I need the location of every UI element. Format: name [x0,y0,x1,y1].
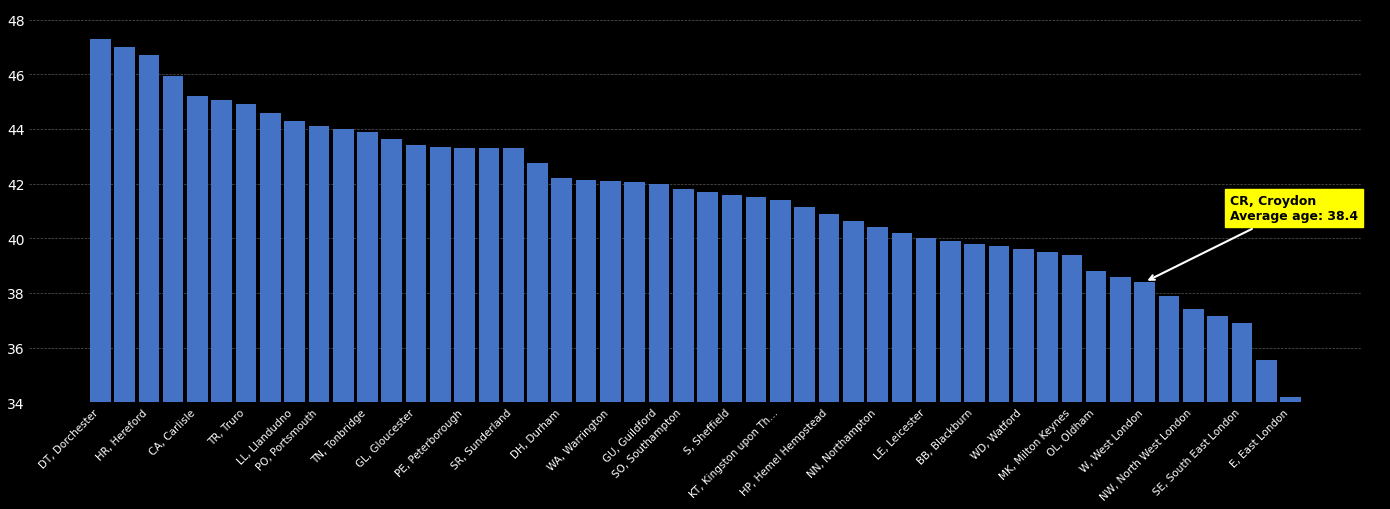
Bar [236,105,256,403]
Bar [1111,277,1131,403]
Bar [527,164,548,403]
Bar [285,122,304,403]
Bar [503,149,524,403]
Bar [211,101,232,403]
Text: CR, Croydon
Average age: 38.4: CR, Croydon Average age: 38.4 [1150,195,1358,280]
Bar [867,228,888,403]
Bar [332,130,353,403]
Bar [1086,271,1106,403]
Bar [1208,317,1227,403]
Bar [552,179,573,403]
Bar [721,195,742,403]
Bar [163,76,183,403]
Bar [1280,397,1301,403]
Bar [916,239,937,403]
Bar [478,149,499,403]
Bar [673,190,694,403]
Bar [188,97,207,403]
Bar [842,221,863,403]
Bar [1257,360,1276,403]
Bar [575,180,596,403]
Bar [1134,282,1155,403]
Bar [455,149,475,403]
Bar [309,127,329,403]
Bar [90,40,111,403]
Bar [1183,309,1204,403]
Bar [649,184,669,403]
Bar [624,183,645,403]
Bar [1013,250,1034,403]
Bar [965,244,986,403]
Bar [139,56,160,403]
Bar [406,146,427,403]
Bar [430,148,450,403]
Bar [114,48,135,403]
Bar [1159,296,1179,403]
Bar [1037,252,1058,403]
Bar [770,201,791,403]
Bar [600,182,621,403]
Bar [819,214,840,403]
Bar [698,192,717,403]
Bar [357,132,378,403]
Bar [940,242,960,403]
Bar [746,198,766,403]
Bar [1232,323,1252,403]
Bar [381,139,402,403]
Bar [1062,255,1083,403]
Bar [988,247,1009,403]
Bar [891,233,912,403]
Bar [794,208,815,403]
Bar [260,114,281,403]
